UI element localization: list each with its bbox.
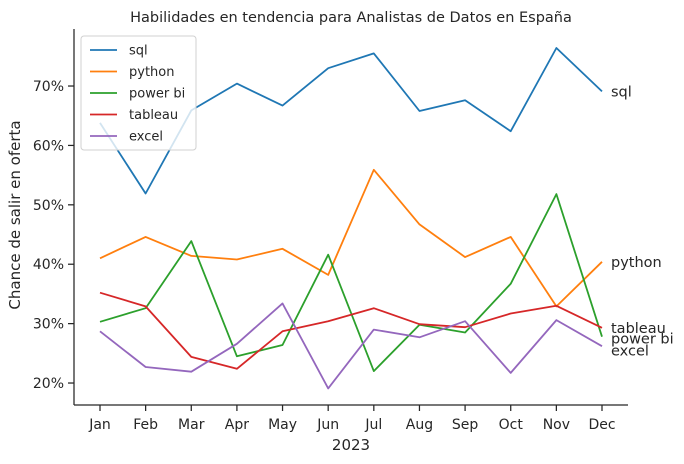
end-label-power-bi: power bi bbox=[611, 331, 674, 347]
legend-label-sql: sql bbox=[129, 44, 148, 59]
y-tick-label: 30% bbox=[33, 317, 64, 333]
x-tick-label: Nov bbox=[543, 417, 570, 433]
y-tick-label: 60% bbox=[33, 138, 64, 154]
legend-label-excel: excel bbox=[129, 130, 163, 145]
x-tick-label: Apr bbox=[225, 417, 249, 433]
y-tick-label: 40% bbox=[33, 257, 64, 273]
series-line-excel bbox=[99, 302, 603, 390]
series-line-python bbox=[99, 168, 603, 308]
y-tick-label: 50% bbox=[33, 198, 64, 214]
x-tick-label: Jan bbox=[88, 417, 111, 433]
x-tick-label: Dec bbox=[588, 417, 615, 433]
x-tick-label: Oct bbox=[499, 417, 524, 433]
end-label-tableau: tableau bbox=[611, 321, 666, 337]
y-tick-label: 20% bbox=[33, 376, 64, 392]
series-line-tableau bbox=[99, 291, 603, 370]
legend-label-power-bi: power bi bbox=[129, 87, 185, 102]
x-tick-label: Jun bbox=[316, 417, 339, 433]
legend-label-tableau: tableau bbox=[129, 108, 178, 123]
x-axis-label: 2023 bbox=[332, 436, 370, 454]
y-tick-label: 70% bbox=[33, 79, 64, 95]
end-label-sql: sql bbox=[611, 84, 632, 100]
legend-label-python: python bbox=[129, 65, 174, 80]
x-tick-label: Aug bbox=[406, 417, 433, 433]
x-tick-label: Sep bbox=[452, 417, 479, 433]
legend-box bbox=[80, 35, 197, 151]
y-axis-label: Chance de salir en oferta bbox=[6, 120, 24, 309]
x-tick-label: Mar bbox=[178, 417, 205, 433]
plot-area: Jan Feb Mar Apr May Jun Jul Aug Sep Oct Nov Dec 20% 3… bbox=[33, 29, 674, 433]
x-tick-label: Feb bbox=[133, 417, 158, 433]
end-label-python: python bbox=[611, 255, 662, 271]
end-label-excel: excel bbox=[611, 343, 649, 359]
x-tick-label: Jul bbox=[364, 417, 382, 433]
series-line-power-bi bbox=[99, 193, 603, 373]
x-tick-label: May bbox=[268, 417, 297, 433]
chart-title: Habilidades en tendencia para Analistas … bbox=[130, 10, 572, 26]
